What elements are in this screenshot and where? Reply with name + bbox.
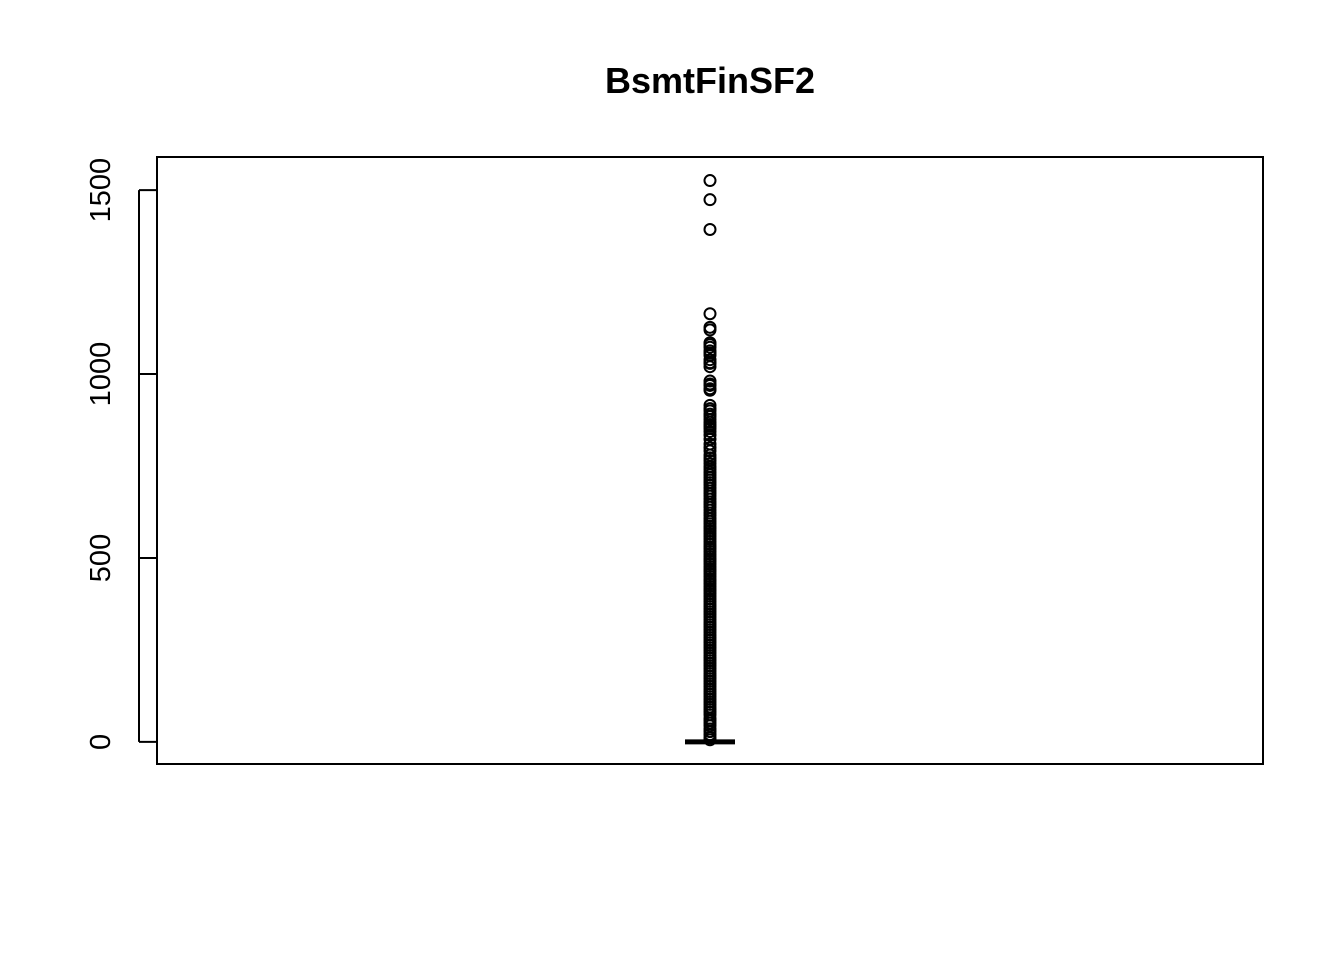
plot-frame — [156, 156, 1264, 765]
outlier-point — [703, 193, 717, 207]
outlier-point — [703, 383, 717, 397]
y-tick-label: 1000 — [85, 342, 117, 407]
outlier-point — [703, 307, 717, 321]
outlier-point — [703, 222, 717, 236]
chart-title: BsmtFinSF2 — [605, 60, 815, 101]
outlier-point — [703, 428, 717, 442]
outlier-point — [703, 733, 717, 747]
outlier-point — [703, 424, 717, 438]
outlier-point — [703, 444, 717, 458]
y-tick-label: 1500 — [85, 158, 117, 223]
outlier-point — [703, 360, 717, 374]
y-tick-label: 0 — [85, 734, 117, 750]
outlier-point — [703, 323, 717, 337]
outlier-point — [703, 340, 717, 354]
outlier-point — [703, 174, 717, 188]
outlier-points — [703, 174, 717, 747]
y-axis: 0 500 1000 1500 — [85, 158, 157, 750]
y-tick-label: 500 — [85, 534, 117, 582]
